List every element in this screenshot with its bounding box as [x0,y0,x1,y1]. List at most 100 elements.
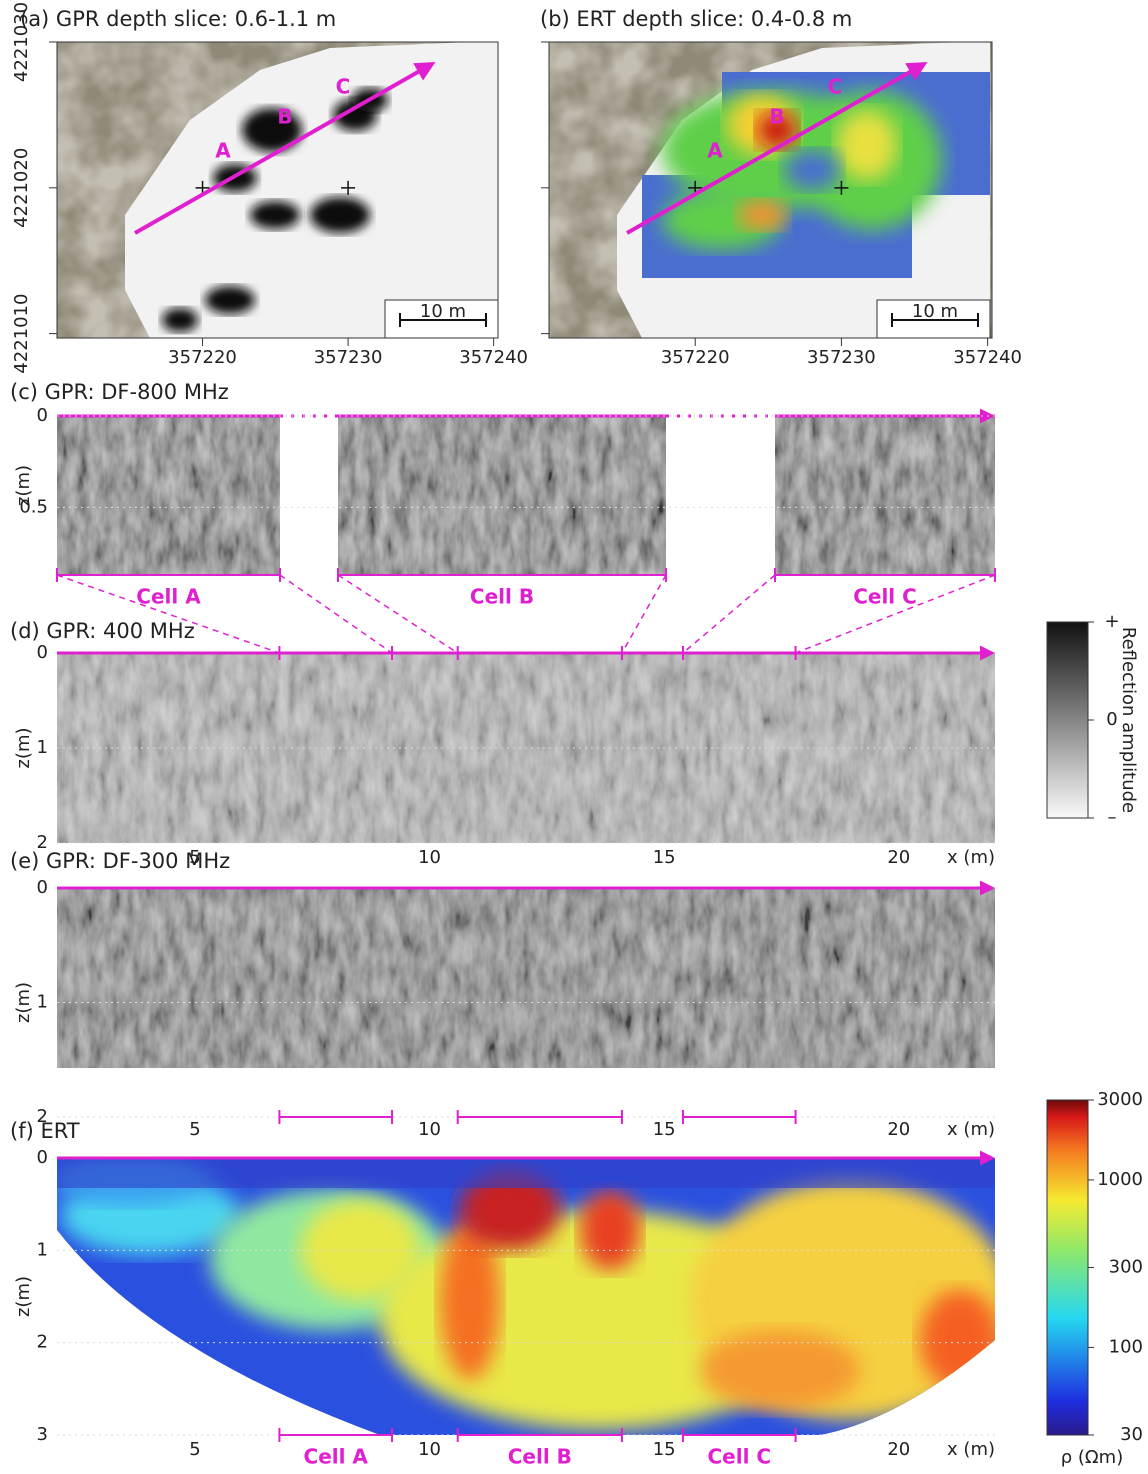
radargram-texture [57,416,280,575]
cell-label: Cell A [304,1445,369,1469]
x-tick-label: 357220 [661,347,730,368]
colorbar-tick-label: 30 [1120,1424,1143,1445]
gpr-anomaly [162,308,198,332]
ert-anomaly [580,1190,640,1270]
ert-anomaly [440,1220,500,1380]
y-axis-label: z(m) [13,1276,34,1317]
colorbar-tick-label: – [1108,807,1117,828]
ert-section [57,1158,995,1435]
scale-bar [891,313,979,327]
profile-label: B [769,105,784,129]
y-tick-label: 2 [37,1106,48,1127]
gpr-anomaly [310,197,370,233]
x-tick-label: 20 [887,847,910,868]
x-tick-label: 15 [653,847,676,868]
survey-area [125,42,498,338]
gpr-anomaly [205,286,255,314]
y-tick-label: 4221030 [11,2,32,82]
x-tick-label: 357240 [953,347,1022,368]
x-tick-label: 10 [418,1439,441,1460]
cell-bracket [681,646,797,660]
x-tick-label: 357240 [459,347,528,368]
ert-anomaly [837,110,897,180]
colorbar-tick-label: 300 [1109,1257,1143,1278]
cell-label: Cell B [470,585,534,609]
x-tick-label: 5 [189,1119,200,1140]
profile-label: B [277,105,292,129]
x-tick-label: 15 [653,1119,676,1140]
x-tick-label: 357230 [807,347,876,368]
ert-near-surface [57,1158,995,1188]
colorbar-tick-label: 1000 [1097,1169,1143,1190]
scale-bar [399,313,487,327]
ert-anomaly [300,1200,420,1300]
y-tick-label: 2 [37,832,48,853]
y-tick-label: 2 [37,1332,48,1353]
x-tick-label: 15 [653,1439,676,1460]
radargram-texture [338,416,666,575]
x-tick-label: 5 [189,847,200,868]
y-tick-label: 0 [37,642,48,663]
x-tick-label: 20 [887,1119,910,1140]
map-frame [56,41,499,339]
crosshair [341,180,356,195]
cell-connector [56,574,393,654]
cell-connector [682,574,996,654]
map-frame [548,41,993,339]
cell-bracket [456,646,623,660]
cell-bracket [456,1428,623,1442]
profile-arrow [134,62,436,235]
ert-anomaly [737,200,787,230]
y-tick-label: 0 [37,1147,48,1168]
cell-bracket [278,1428,394,1442]
x-axis-label: x (m) [947,847,995,868]
cell-bracket [681,1428,797,1442]
colorbar-tick-label: 3000 [1097,1089,1143,1110]
cell-bracket [278,1110,394,1124]
crosshair [834,180,849,195]
y-tick-label: 3 [37,1424,48,1445]
panel-title: (d) GPR: 400 MHz [10,619,195,643]
y-tick-label: 4221010 [11,294,32,374]
cell-label: Cell C [853,585,917,609]
y-axis-label: z(m) [13,465,34,506]
panel-title: (f) ERT [10,1119,80,1143]
ert-anomaly [460,1170,560,1250]
x-tick-label: 357220 [168,347,237,368]
profile-label: C [336,75,351,99]
profile-label: A [215,139,231,163]
cell-label: Cell C [707,1445,771,1469]
x-axis-label: x (m) [947,1119,995,1140]
profile-label: A [707,139,723,163]
panel-title: (a) GPR depth slice: 0.6-1.1 m [20,7,336,31]
x-tick-label: 5 [189,1439,200,1460]
y-tick-label: 0.5 [19,496,48,517]
colorbar-tick-label: 100 [1109,1336,1143,1357]
cell-bracket [456,1110,623,1124]
y-tick-label: 1 [37,992,48,1013]
profile-label: C [828,75,843,99]
x-tick-label: 357230 [314,347,383,368]
radargram-texture [775,416,995,575]
ert-anomaly [920,1290,995,1390]
x-tick-label: 10 [418,847,441,868]
colorbar-label: Reflection amplitude [1118,627,1139,813]
y-axis-label: z(m) [13,727,34,768]
gpr-anomaly [250,201,300,229]
colorbar-tick-label: + [1104,611,1119,632]
x-tick-label: 20 [887,1439,910,1460]
radargram-texture [57,888,995,1068]
cell-label: Cell A [136,585,201,609]
cell-label: Cell B [508,1445,572,1469]
colorbar [1046,621,1089,819]
scale-label: 10 m [912,301,958,322]
panel-title: (b) ERT depth slice: 0.4-0.8 m [540,7,852,31]
colorbar-label: ρ (Ωm) [1061,1447,1123,1468]
y-tick-label: 0 [37,877,48,898]
ert-anomaly [784,150,840,190]
y-tick-label: 4221020 [11,148,32,228]
y-tick-label: 0 [37,405,48,426]
x-tick-label: 10 [418,1119,441,1140]
panel-title: (e) GPR: DF-300 MHz [10,849,230,873]
scale-label: 10 m [420,301,466,322]
